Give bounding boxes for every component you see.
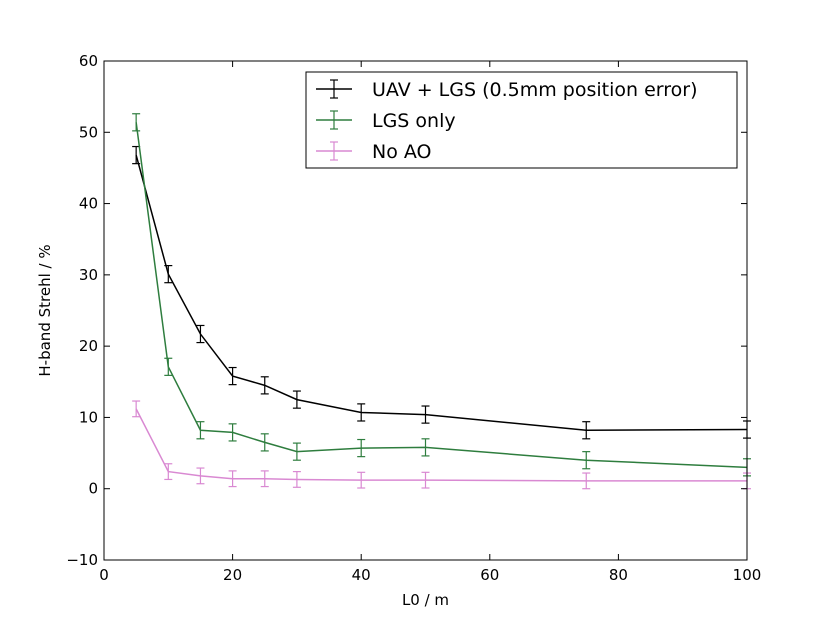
plot-area	[132, 113, 751, 490]
series-line	[135, 154, 748, 432]
series-lgs-only	[132, 113, 751, 477]
legend-label: UAV + LGS (0.5mm position error)	[372, 79, 698, 101]
y-tick-label: 60	[79, 52, 98, 70]
error-bar	[292, 442, 301, 461]
y-tick-label: 30	[79, 266, 98, 284]
error-bar	[582, 451, 591, 470]
error-bar	[132, 113, 141, 132]
error-bar	[228, 470, 237, 488]
error-bar	[164, 264, 173, 284]
error-bar	[228, 423, 237, 442]
series-line	[135, 408, 747, 482]
x-axis-label: L0 / m	[402, 591, 449, 609]
series-uav-lgs-0-5mm-position-error	[132, 145, 751, 440]
y-tick-label: 0	[88, 480, 98, 498]
x-tick-label: 0	[99, 566, 109, 584]
error-bar	[132, 400, 141, 418]
error-bar	[164, 463, 173, 481]
y-tick-label: −10	[66, 551, 98, 569]
legend-label: LGS only	[372, 110, 456, 132]
error-bar	[260, 433, 269, 452]
x-tick-label: 40	[352, 566, 371, 584]
error-bar	[228, 366, 237, 386]
error-bar	[196, 421, 205, 440]
error-bar	[421, 405, 430, 424]
legend-box	[305, 71, 738, 169]
error-bar	[582, 472, 591, 490]
x-tick-label: 100	[733, 566, 762, 584]
series-no-ao	[132, 400, 751, 490]
legend-item: No AO	[316, 141, 432, 163]
legend-label: No AO	[372, 141, 432, 163]
error-bar	[164, 357, 173, 376]
error-bar	[292, 390, 301, 409]
legend: UAV + LGS (0.5mm position error) LGS only…	[305, 71, 738, 169]
legend-item: UAV + LGS (0.5mm position error)	[316, 79, 698, 101]
x-tick-label: 60	[480, 566, 499, 584]
error-bar	[357, 438, 366, 458]
error-bar	[292, 471, 301, 488]
series-line	[135, 122, 748, 469]
x-tick-label: 80	[609, 566, 628, 584]
x-tick-label: 20	[223, 566, 242, 584]
legend-item: LGS only	[316, 110, 456, 132]
error-bar	[582, 421, 591, 440]
error-bar	[421, 438, 430, 457]
axes-frame	[103, 60, 748, 561]
error-bar	[196, 467, 205, 485]
y-tick-label: 50	[79, 123, 98, 141]
y-axis-label: H-band Strehl / %	[36, 244, 54, 376]
y-tick-label: 10	[79, 408, 98, 426]
error-bar	[260, 376, 269, 395]
error-bar	[196, 324, 205, 344]
error-bar	[421, 471, 430, 489]
error-bar	[260, 470, 269, 488]
error-bar	[357, 471, 366, 489]
error-bar	[357, 403, 366, 422]
y-tick-label: 20	[79, 337, 98, 355]
y-tick-label: 40	[79, 195, 98, 213]
